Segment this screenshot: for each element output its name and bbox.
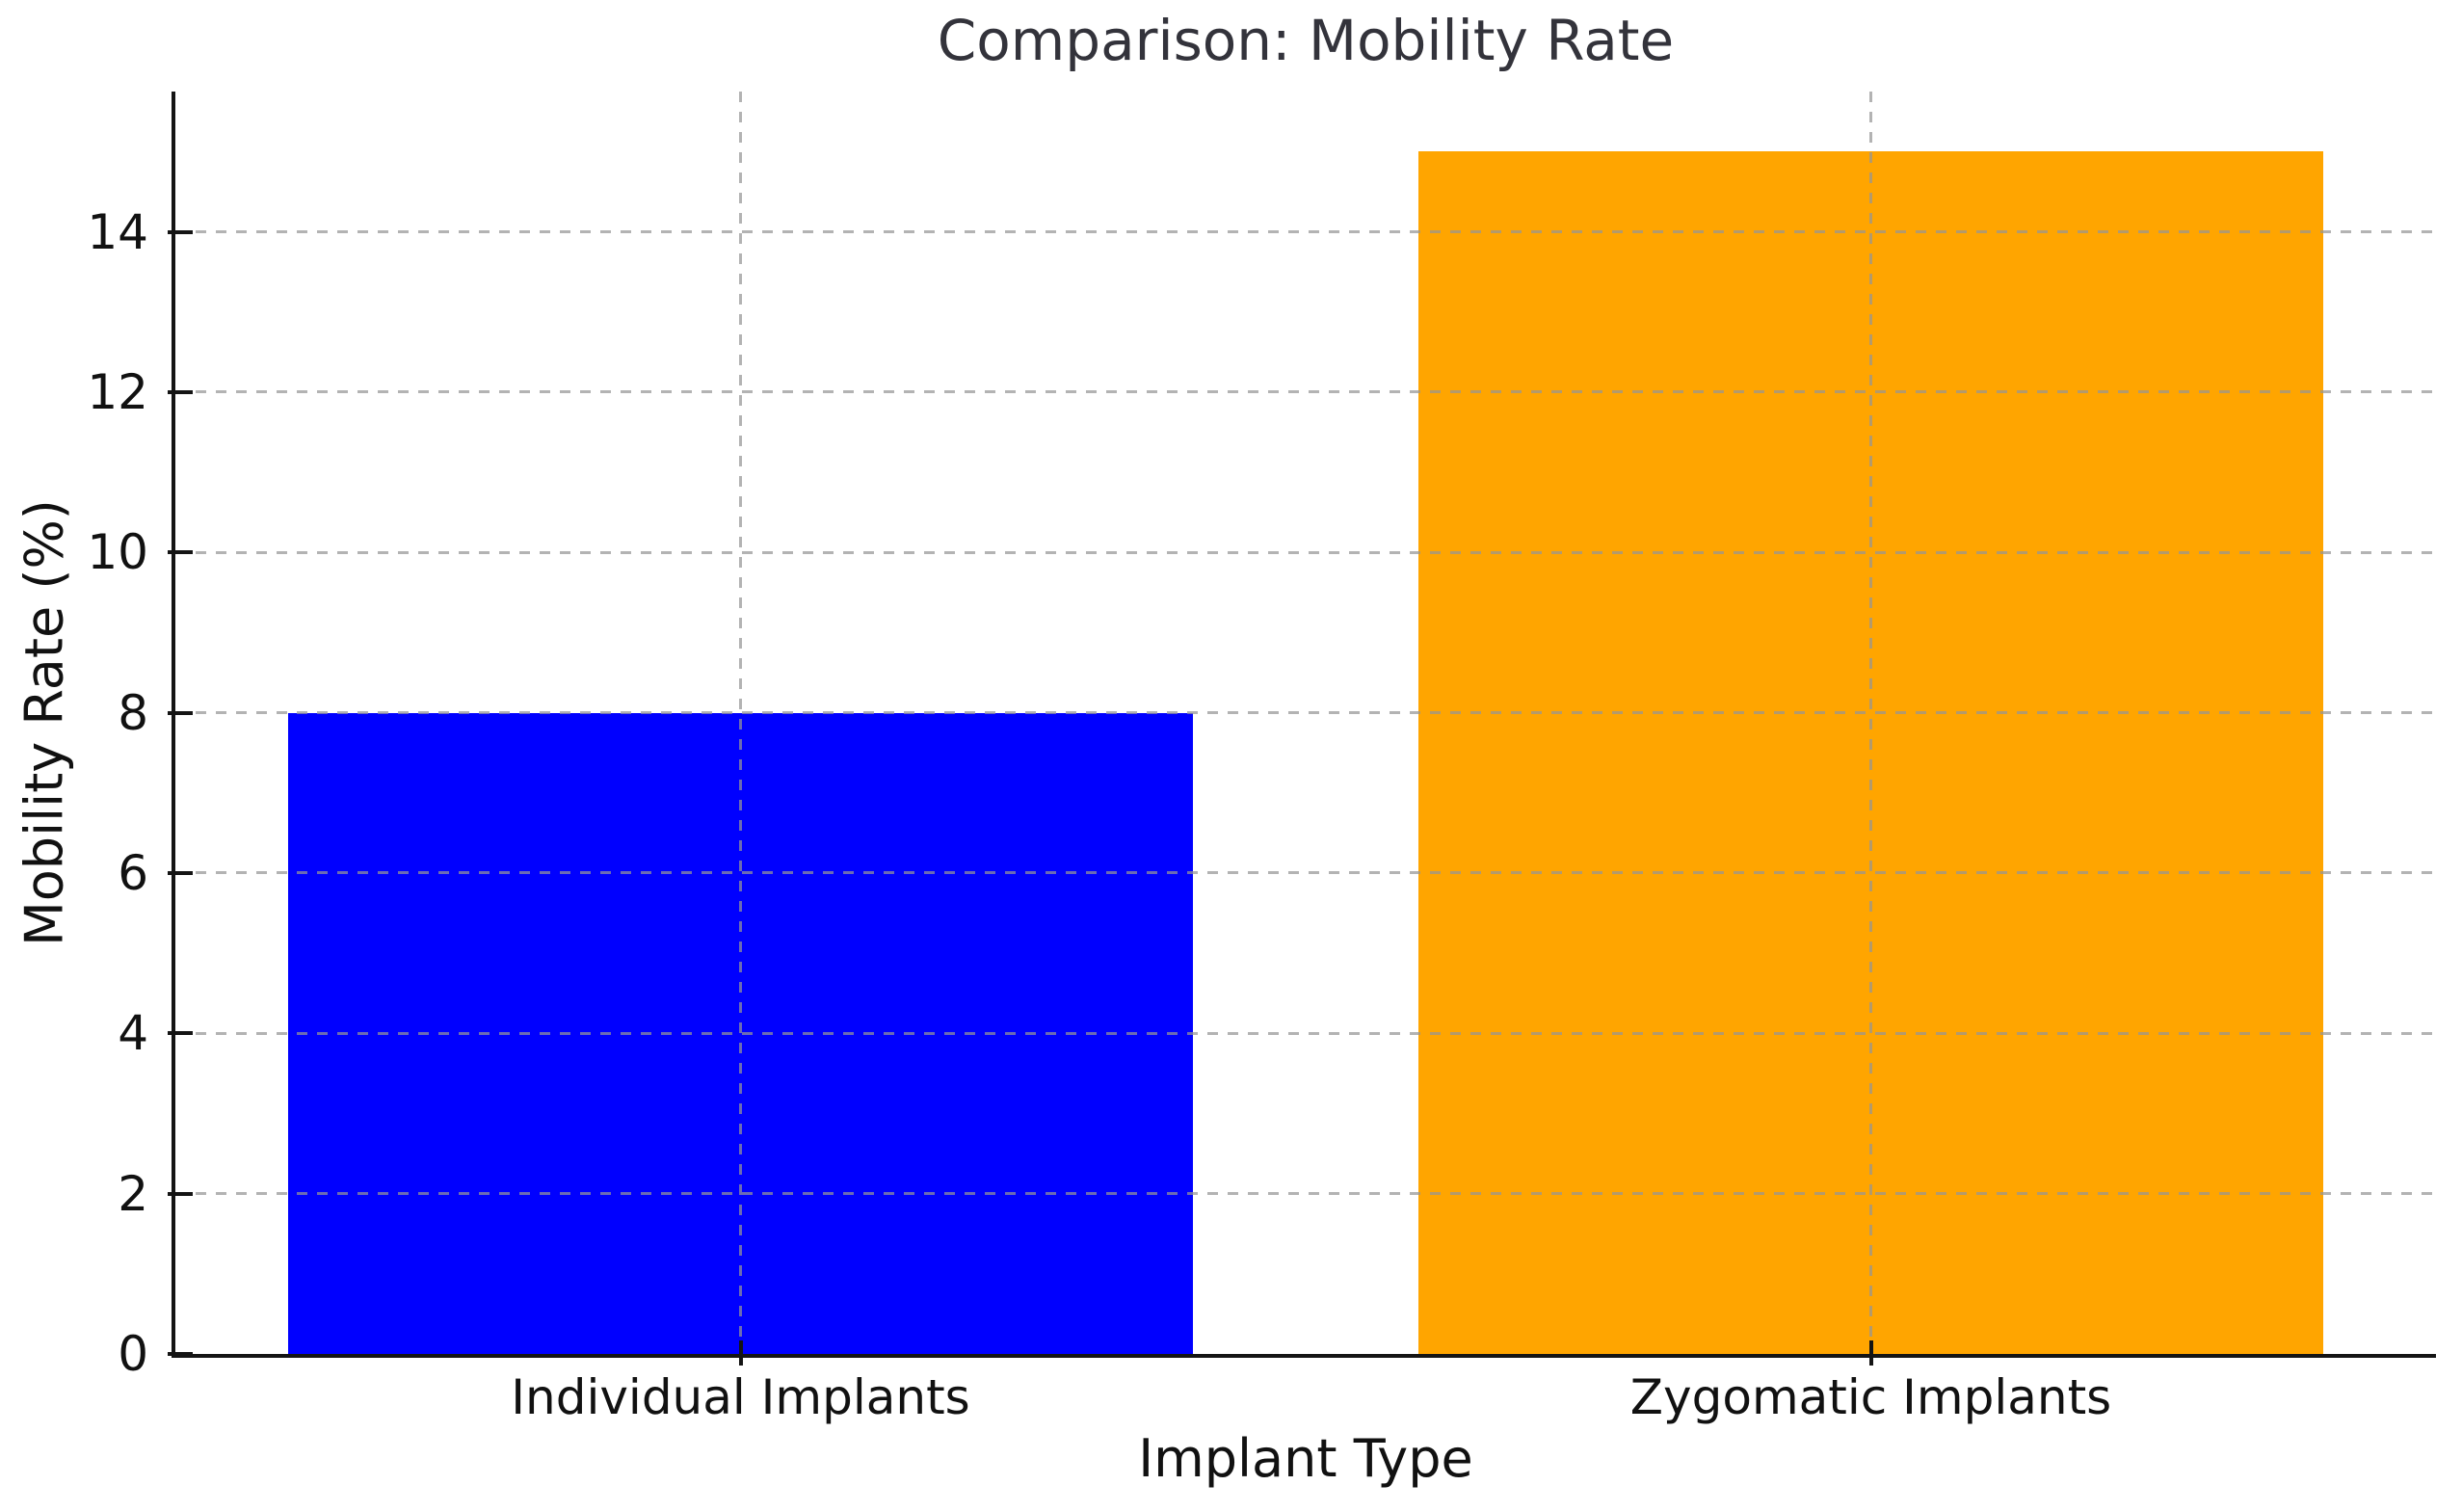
y-tick-label: 10 <box>87 524 148 581</box>
y-tick-label: 12 <box>87 363 148 420</box>
y-gridline <box>175 230 2436 234</box>
y-tick-label: 8 <box>118 684 148 741</box>
y-gridline <box>175 711 2436 715</box>
y-tick-mark <box>168 389 193 394</box>
y-tick-mark <box>168 710 193 715</box>
x-axis-label: Implant Type <box>1138 1428 1473 1489</box>
y-tick-label: 14 <box>87 203 148 260</box>
x-gridline <box>1869 92 1872 1354</box>
x-tick-label: Zygomatic Implants <box>1629 1369 2112 1425</box>
x-tick-mark <box>738 1340 743 1366</box>
y-tick-mark <box>168 870 193 875</box>
x-tick-label: Individual Implants <box>511 1369 970 1425</box>
y-tick-mark <box>168 1191 193 1196</box>
y-gridline <box>175 390 2436 394</box>
y-tick-label: 4 <box>118 1005 148 1062</box>
chart-title: Comparison: Mobility Rate <box>937 8 1675 73</box>
y-tick-label: 0 <box>118 1326 148 1382</box>
y-tick-mark <box>168 550 193 555</box>
x-gridline <box>739 92 742 1354</box>
y-axis-spine <box>172 92 175 1358</box>
y-tick-mark <box>168 1031 193 1036</box>
y-gridline <box>175 1031 2436 1035</box>
y-tick-label: 6 <box>118 844 148 901</box>
y-gridline <box>175 550 2436 554</box>
x-axis-spine <box>172 1354 2436 1358</box>
y-tick-mark <box>168 229 193 234</box>
y-tick-label: 2 <box>118 1165 148 1222</box>
x-tick-mark <box>1868 1340 1873 1366</box>
y-gridline <box>175 871 2436 875</box>
y-gridline <box>175 1192 2436 1196</box>
